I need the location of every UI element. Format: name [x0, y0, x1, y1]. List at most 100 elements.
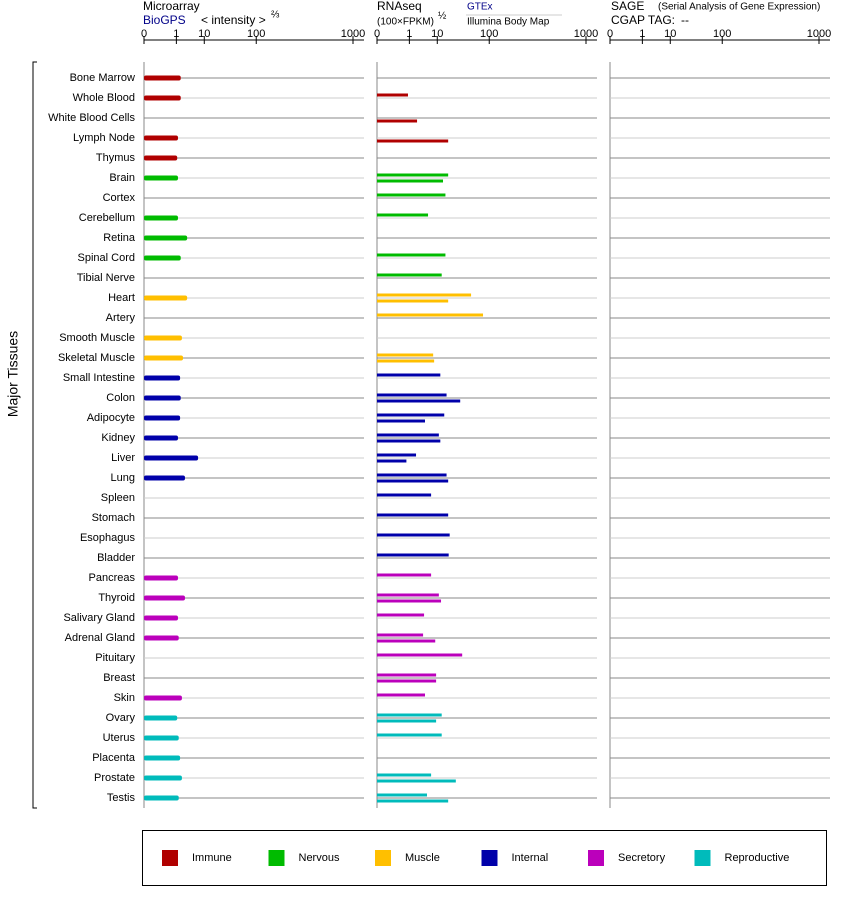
bar: [144, 95, 181, 101]
tissue-label: White Blood Cells: [48, 112, 135, 124]
panel-title: Microarray: [143, 0, 200, 13]
bar: [377, 459, 407, 463]
bar: [377, 513, 449, 517]
bar: [377, 433, 439, 437]
bar: [377, 679, 437, 683]
bar: [144, 295, 188, 301]
x-tick-label: 0: [374, 28, 380, 40]
tissue-label: Liver: [111, 452, 135, 464]
bar: [144, 475, 186, 481]
bar: [377, 773, 432, 777]
tissue-label: Thyroid: [98, 592, 135, 604]
scale-label: < intensity >: [201, 13, 266, 27]
tissue-label: Lymph Node: [73, 132, 135, 144]
bar: [377, 193, 446, 197]
tissue-label: Bone Marrow: [70, 72, 135, 84]
x-tick-label: 100: [480, 28, 498, 40]
source-name: Illumina Body Map: [467, 17, 550, 28]
bar: [144, 255, 181, 261]
x-tick-label: 10: [431, 28, 443, 40]
scale-exponent: ⅔: [271, 10, 280, 21]
bar: [144, 335, 182, 341]
x-tick-label: 10: [664, 28, 676, 40]
source-name: BioGPS: [143, 13, 186, 27]
bar: [144, 235, 188, 241]
bar: [144, 375, 181, 381]
tissue-label: Prostate: [94, 772, 135, 784]
tissue-label: Kidney: [101, 432, 135, 444]
tissue-label: Brain: [109, 172, 135, 184]
x-tick-label: 1000: [807, 28, 831, 40]
x-tick-label: 1000: [574, 28, 598, 40]
tag-value: --: [681, 13, 689, 27]
scale-exponent: ½: [438, 11, 447, 22]
legend-box: [142, 830, 827, 886]
bar: [144, 415, 181, 421]
bar: [144, 775, 182, 781]
legend-swatch: [588, 850, 604, 866]
x-tick-label: 1000: [341, 28, 365, 40]
bar: [144, 175, 179, 181]
legend-label: Immune: [192, 852, 232, 864]
group-bracket: [32, 61, 37, 809]
tissue-label: Skeletal Muscle: [58, 352, 135, 364]
tissue-label: Skin: [114, 692, 135, 704]
legend-label: Reproductive: [725, 852, 790, 864]
legend-swatch: [375, 850, 391, 866]
bar: [144, 215, 179, 221]
bar: [377, 653, 463, 657]
legend-swatch: [694, 850, 711, 866]
tissue-label: Cerebellum: [79, 212, 135, 224]
legend-label: Secretory: [618, 852, 666, 864]
bar: [377, 413, 445, 417]
tissue-label: Breast: [103, 672, 135, 684]
bar: [377, 693, 425, 697]
y-axis-label: Major Tissues: [5, 331, 21, 417]
bar: [144, 595, 186, 601]
bar: [377, 253, 446, 257]
tissue-label: Tibial Nerve: [77, 272, 135, 284]
bar: [377, 733, 442, 737]
bar: [144, 695, 182, 701]
legend-label: Nervous: [299, 852, 340, 864]
x-tick-label: 100: [247, 28, 265, 40]
bar: [144, 635, 179, 641]
bar: [377, 299, 449, 303]
tissue-label: Thymus: [96, 152, 136, 164]
tissue-label: Colon: [106, 392, 135, 404]
bar: [377, 359, 435, 363]
bar: [377, 473, 447, 477]
tissue-label: Smooth Muscle: [59, 332, 135, 344]
bar: [144, 755, 181, 761]
bar: [377, 639, 436, 643]
bar: [377, 273, 442, 277]
tissue-label: Bladder: [97, 552, 135, 564]
bar: [377, 373, 441, 377]
tissue-label: Retina: [103, 232, 136, 244]
bar: [377, 313, 484, 317]
scale-label: (100×FPKM): [377, 17, 434, 28]
bar: [377, 453, 417, 457]
panel-subtitle: (Serial Analysis of Gene Expression): [658, 2, 820, 13]
tissue-label: Heart: [108, 292, 135, 304]
bar: [377, 793, 427, 797]
legend-swatch: [268, 850, 285, 866]
bar: [377, 493, 432, 497]
bar: [377, 593, 439, 597]
tissue-label: Spleen: [101, 492, 135, 504]
x-tick-label: 10: [198, 28, 210, 40]
tissue-label: Cortex: [103, 192, 136, 204]
bar: [377, 573, 432, 577]
tissue-label: Artery: [106, 312, 136, 324]
tissue-label: Small Intestine: [63, 372, 135, 384]
panel-title: RNAseq: [377, 0, 422, 13]
bar: [377, 479, 449, 483]
bar: [144, 795, 179, 801]
panel-title: SAGE: [611, 0, 644, 13]
tissue-label: Ovary: [106, 712, 136, 724]
bar: [144, 575, 179, 581]
bar: [144, 615, 179, 621]
bar: [144, 435, 179, 441]
tissue-label: Testis: [107, 792, 136, 804]
